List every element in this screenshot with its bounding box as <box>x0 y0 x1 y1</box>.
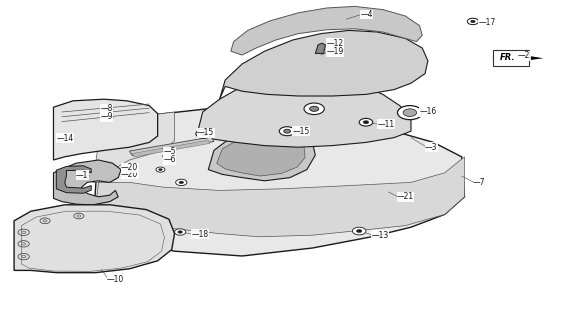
Polygon shape <box>56 166 91 193</box>
Polygon shape <box>14 205 175 273</box>
Text: —20: —20 <box>121 164 138 172</box>
Text: —2: —2 <box>518 52 530 60</box>
Circle shape <box>159 169 162 171</box>
Circle shape <box>43 220 47 222</box>
Circle shape <box>200 132 207 136</box>
Text: —8: —8 <box>100 104 113 113</box>
Circle shape <box>352 227 366 235</box>
Text: —14: —14 <box>56 134 74 143</box>
Polygon shape <box>231 6 422 55</box>
Polygon shape <box>217 135 305 176</box>
Text: —20: —20 <box>121 170 138 179</box>
Circle shape <box>179 181 184 184</box>
Text: —4: —4 <box>360 10 373 19</box>
Text: —9: —9 <box>100 112 113 121</box>
Polygon shape <box>53 160 121 205</box>
Polygon shape <box>315 43 325 53</box>
Circle shape <box>196 129 212 138</box>
Circle shape <box>363 121 369 124</box>
Polygon shape <box>132 140 210 157</box>
Circle shape <box>156 167 165 172</box>
Text: —21: —21 <box>397 192 414 201</box>
Text: —17: —17 <box>479 18 496 27</box>
Circle shape <box>304 103 324 115</box>
Polygon shape <box>93 157 464 237</box>
Text: —15: —15 <box>197 128 215 137</box>
Polygon shape <box>93 112 175 182</box>
Circle shape <box>178 231 182 233</box>
Circle shape <box>21 243 26 245</box>
Circle shape <box>279 127 295 136</box>
Circle shape <box>399 106 421 119</box>
Polygon shape <box>53 99 158 160</box>
Circle shape <box>176 179 187 186</box>
Text: FR.: FR. <box>499 53 515 62</box>
Circle shape <box>397 106 422 120</box>
Text: —18: —18 <box>191 230 208 239</box>
Polygon shape <box>129 137 214 156</box>
Text: —10: —10 <box>107 276 124 284</box>
Polygon shape <box>220 30 428 99</box>
Circle shape <box>310 106 319 111</box>
Circle shape <box>403 109 417 116</box>
Polygon shape <box>197 74 411 147</box>
Circle shape <box>405 110 415 116</box>
Text: —1: —1 <box>76 171 88 180</box>
Circle shape <box>284 129 291 133</box>
Polygon shape <box>529 56 543 60</box>
Circle shape <box>468 18 477 23</box>
Text: —5: —5 <box>163 148 176 156</box>
Text: —15: —15 <box>293 127 310 136</box>
Text: —19: —19 <box>327 47 344 56</box>
Circle shape <box>359 118 373 126</box>
Circle shape <box>77 215 81 217</box>
Circle shape <box>21 231 26 234</box>
Circle shape <box>356 229 362 233</box>
Circle shape <box>471 20 475 22</box>
Text: —13: —13 <box>372 231 389 240</box>
Polygon shape <box>93 107 464 256</box>
Circle shape <box>467 18 479 25</box>
Text: —7: —7 <box>473 178 485 187</box>
Circle shape <box>175 229 186 235</box>
Circle shape <box>471 20 475 23</box>
Bar <box>493 50 529 66</box>
Polygon shape <box>208 130 315 181</box>
Text: —6: —6 <box>163 156 176 164</box>
Text: —16: —16 <box>419 108 437 116</box>
Text: —3: —3 <box>425 143 437 152</box>
Text: —11: —11 <box>377 120 394 129</box>
Circle shape <box>21 255 26 258</box>
Text: —12: —12 <box>327 39 343 48</box>
